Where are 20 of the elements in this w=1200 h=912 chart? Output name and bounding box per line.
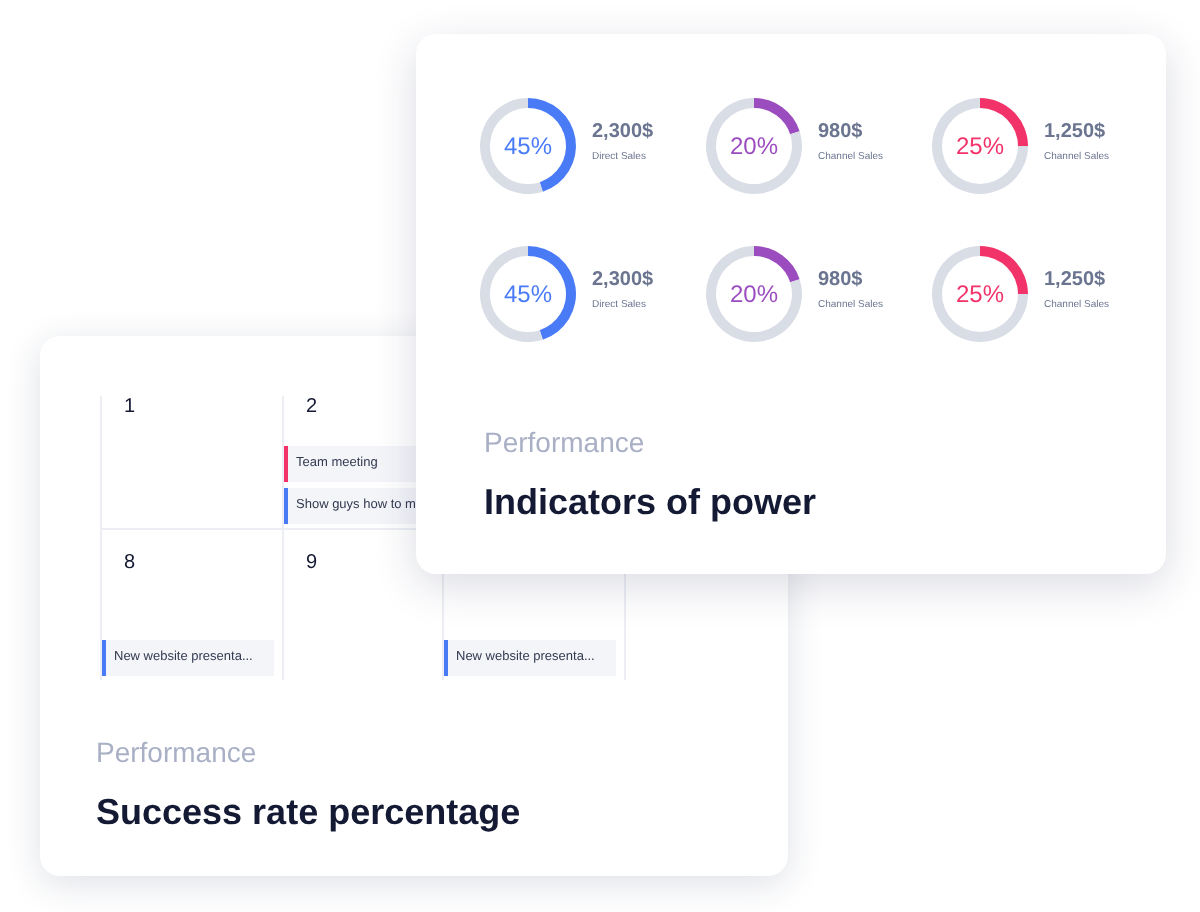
text: 2,300$	[592, 121, 655, 143]
text: 45%	[503, 280, 553, 308]
text: 25%	[955, 132, 1005, 160]
text: 20%	[729, 132, 779, 160]
text: Performance	[484, 426, 647, 458]
text: 2,300$	[592, 269, 655, 291]
text: 980$	[818, 121, 864, 143]
text: 9	[306, 552, 318, 574]
text: 2	[306, 396, 318, 418]
text: Indicators of power	[484, 482, 817, 524]
text: Performance	[96, 736, 259, 768]
text: 1,250$	[1044, 269, 1107, 291]
text: 1	[124, 396, 136, 418]
text: Success rate percentage	[96, 792, 521, 834]
text: 45%	[503, 132, 553, 160]
text: 20%	[729, 280, 779, 308]
text: 1,250$	[1044, 121, 1107, 143]
text: 8	[124, 552, 136, 574]
text: 25%	[955, 280, 1005, 308]
text: 980$	[818, 269, 864, 291]
